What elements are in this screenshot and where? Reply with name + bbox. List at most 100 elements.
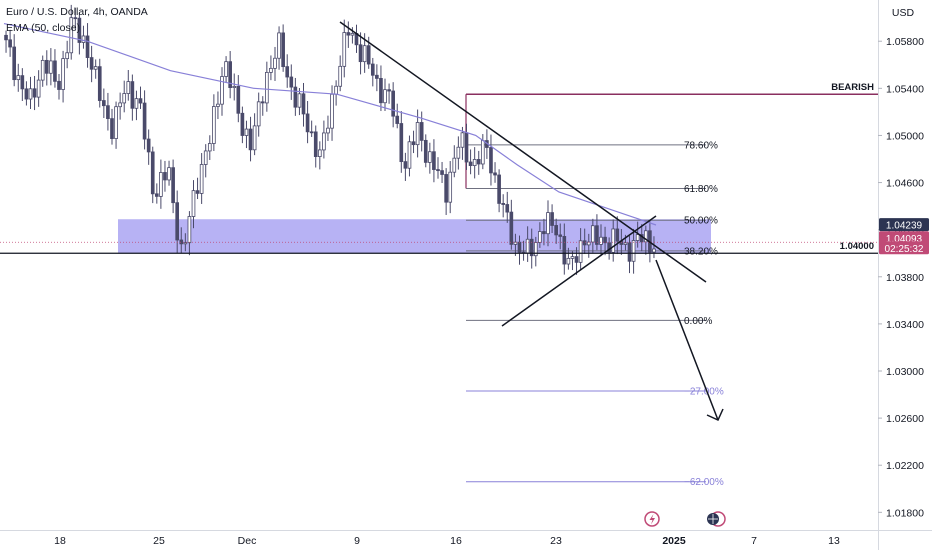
candle	[16, 63, 21, 92]
candle	[89, 45, 94, 83]
candle	[346, 21, 351, 48]
candle	[603, 226, 607, 256]
candle	[240, 106, 245, 144]
candle	[285, 54, 290, 88]
candle	[452, 145, 457, 178]
candle	[4, 30, 8, 53]
candle	[582, 228, 587, 255]
candle	[432, 139, 436, 183]
candle	[566, 247, 571, 270]
candle	[265, 61, 269, 112]
candle	[513, 233, 518, 256]
candle	[358, 32, 363, 75]
candle	[411, 130, 416, 154]
candle	[395, 103, 400, 129]
candle	[256, 92, 261, 137]
candle	[28, 76, 33, 109]
candle	[631, 228, 636, 274]
projection-arrow	[655, 259, 719, 421]
candle	[73, 7, 78, 31]
price-tick-label: 1.05400	[886, 83, 924, 95]
candle	[183, 233, 188, 252]
time-tick-label: 23	[550, 535, 562, 547]
candle	[297, 87, 302, 116]
lightning-event-icon[interactable]	[644, 511, 660, 527]
candle	[338, 55, 343, 92]
economic-event-icon[interactable]	[707, 511, 726, 527]
candle	[97, 58, 102, 108]
candle	[212, 94, 216, 152]
time-tick-label: 18	[54, 535, 66, 547]
price-badge-label: 02:25:32	[885, 244, 924, 255]
candle	[444, 168, 448, 215]
candle	[191, 180, 196, 229]
candle	[391, 82, 395, 128]
candle	[179, 227, 184, 254]
candle	[8, 29, 12, 57]
ascending-trendline	[501, 215, 657, 327]
candle	[399, 111, 404, 173]
time-tick-label: 13	[828, 535, 840, 547]
candle	[207, 135, 212, 160]
candle	[195, 177, 200, 200]
candle	[269, 55, 273, 81]
candle	[118, 92, 122, 120]
candle	[260, 96, 265, 116]
price-tick-label: 1.03800	[886, 272, 924, 284]
price-tick-label: 1.02200	[886, 460, 924, 472]
candle	[277, 26, 281, 70]
currency-label[interactable]: USD	[891, 7, 915, 19]
plot-area[interactable]	[0, 0, 878, 530]
fib-level-label: −27.00%	[684, 387, 724, 398]
candle	[224, 56, 228, 82]
candle	[57, 73, 61, 100]
indicator-title[interactable]: EMA (50, close)	[6, 22, 81, 34]
time-tick-label: 25	[153, 535, 165, 547]
candle	[309, 120, 314, 137]
candle	[550, 204, 554, 234]
price-badge-bg	[879, 231, 929, 245]
candle	[216, 91, 220, 120]
candle	[77, 13, 82, 55]
fib-level-label: 0.00%	[684, 316, 712, 327]
candle	[65, 40, 69, 69]
candle	[497, 169, 501, 213]
candlestick-series	[4, 4, 656, 275]
fib-level-label: 78.60%	[684, 140, 718, 151]
candle	[611, 219, 616, 262]
candle	[69, 4, 74, 60]
time-axis[interactable]: 18 25 Dec 9 16 23 2025 7 13	[54, 535, 840, 547]
candle	[591, 218, 595, 253]
candle	[595, 214, 599, 251]
candle	[110, 108, 114, 145]
candle	[436, 157, 440, 179]
candle	[12, 34, 17, 87]
time-tick-label: Dec	[238, 535, 257, 547]
candle	[472, 147, 477, 179]
candle	[44, 50, 49, 86]
candle	[281, 24, 285, 72]
price-axis[interactable]: 1.058001.054001.050001.046001.042001.038…	[878, 36, 924, 519]
price-badge-label: 1.04239	[886, 221, 923, 232]
candle	[126, 69, 131, 101]
bearish-level-label: BEARISH	[831, 82, 874, 93]
candle	[533, 236, 538, 267]
candle	[562, 223, 567, 275]
symbol-title[interactable]: Euro / U.S. Dollar, 4h, OANDA	[6, 6, 148, 18]
candle	[163, 160, 167, 192]
candle	[85, 23, 90, 68]
candle	[199, 153, 204, 204]
fib-level-label: 38.20%	[684, 246, 718, 257]
candle	[106, 92, 110, 131]
candle	[383, 78, 387, 112]
candle	[248, 116, 253, 162]
candle	[187, 211, 192, 256]
price-tick-label: 1.05000	[886, 130, 924, 142]
candle	[546, 200, 550, 247]
candle	[448, 161, 453, 214]
candle	[114, 101, 118, 149]
candle	[423, 134, 428, 168]
fib-level-label: 50.00%	[684, 216, 718, 227]
